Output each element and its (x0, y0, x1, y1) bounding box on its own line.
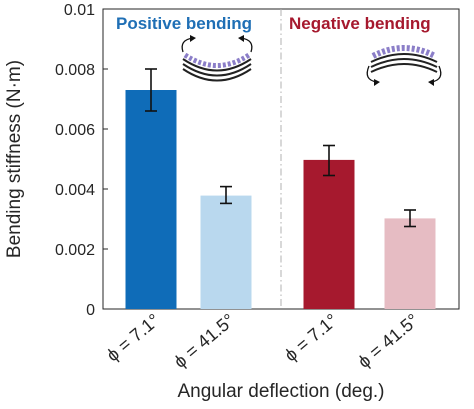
x-tick-label: ϕ = 41.5° (170, 310, 239, 372)
x-tick-label: ϕ = 7.1° (103, 310, 164, 366)
x-tick-label: ϕ = 7.1° (281, 310, 342, 366)
y-tick-label: 0.006 (55, 122, 95, 139)
y-axis-label: Bending stiffness (N·m) (4, 60, 25, 258)
group-title-negative: Negative bending (289, 14, 431, 33)
y-tick-label: 0.004 (55, 182, 95, 199)
bars-layer (125, 90, 436, 309)
x-tick-label: ϕ = 41.5° (354, 310, 423, 372)
y-tick-label: 0 (86, 302, 95, 319)
positive-bending-illustration (181, 35, 253, 82)
bar-negative-1 (303, 159, 355, 309)
y-tick-label: 0.01 (64, 2, 95, 19)
group-title-positive: Positive bending (116, 14, 252, 33)
x-axis-label: Angular deflection (deg.) (177, 381, 384, 402)
negative-bending-illustration (366, 45, 442, 86)
bar-positive-1 (125, 90, 177, 309)
y-tick-label: 0.008 (55, 62, 95, 79)
x-tick-labels: ϕ = 7.1° ϕ = 41.5° ϕ = 7.1° ϕ = 41.5° (103, 310, 423, 372)
y-tick-label: 0.002 (55, 242, 95, 259)
bar-positive-2 (200, 195, 252, 309)
bar-negative-2 (384, 218, 436, 309)
error-bars-layer (145, 68, 416, 228)
y-axis-ticks: 0 0.002 0.004 0.006 0.008 0.01 (55, 2, 108, 319)
